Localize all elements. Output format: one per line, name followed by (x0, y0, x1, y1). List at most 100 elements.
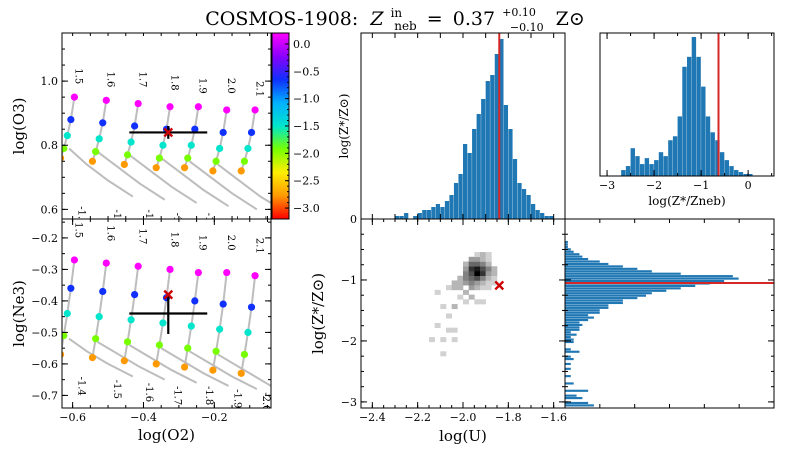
histogram-bar (413, 216, 418, 219)
colorbar-tick-label: −2.0 (293, 147, 320, 160)
heatmap-cell (485, 256, 492, 262)
histogram-bar (565, 314, 589, 317)
histogram-bar (565, 306, 609, 309)
model-point (187, 322, 195, 330)
model-point (99, 287, 107, 296)
heatmap-cell (457, 280, 464, 286)
model-point (127, 138, 135, 146)
heatmap-cell (463, 261, 469, 267)
heatmap-cell (463, 266, 469, 272)
heatmap-cell (446, 327, 452, 333)
y-axis-label: log(O3) (10, 98, 28, 155)
heatmap-cell (451, 280, 458, 286)
best-fit-marker (494, 280, 505, 291)
title-unit: Z⊙ (556, 8, 585, 30)
histogram-bar (503, 105, 509, 219)
heatmap-cell (440, 337, 447, 343)
y-tick-label: −2 (341, 335, 357, 348)
model-track-line (240, 275, 257, 374)
histogram-bar (404, 213, 409, 219)
histogram-bar (531, 204, 536, 219)
histogram-bar (399, 216, 404, 219)
histogram-bar (476, 114, 481, 219)
logu-histogram-panel (360, 32, 566, 220)
heatmap-cell (463, 289, 469, 295)
histogram-bar (565, 382, 574, 385)
model-grid-line (128, 344, 198, 384)
colorbar-tick-label: 0.0 (293, 38, 311, 51)
y-tick-label: 0 (350, 213, 357, 226)
title-z-sub: neb (394, 19, 417, 33)
heatmap-cell (485, 280, 492, 286)
histogram-bar (526, 195, 531, 219)
model-point (62, 154, 65, 162)
colorbar-tick-label: −3.0 (293, 202, 320, 215)
heatmap-cell (480, 270, 486, 276)
heatmap-cell (474, 275, 481, 281)
grid-age-label: 1.9 (197, 235, 208, 251)
heatmap-cell (480, 280, 486, 286)
x-tick-label: 0 (745, 179, 752, 192)
histogram-bar (565, 367, 571, 370)
model-point (67, 115, 75, 124)
histogram-bar (565, 297, 638, 300)
colorbar-tick-label: −0.5 (293, 65, 320, 78)
histogram-bar (458, 174, 463, 219)
y-tick-label: −3 (341, 396, 357, 409)
heatmap-cell (451, 327, 458, 333)
axes-frame (360, 218, 566, 409)
model-point (247, 303, 256, 311)
heatmap-cell (474, 299, 481, 305)
model-point (194, 268, 202, 277)
histogram-bar (565, 277, 739, 280)
histogram-bar (449, 195, 454, 219)
model-point (212, 347, 220, 355)
heatmap-cell (468, 285, 475, 291)
histogram-bar (565, 404, 594, 407)
heatmap-cell (491, 275, 498, 281)
model-point (240, 350, 249, 359)
model-point (216, 325, 224, 333)
model-point (120, 357, 128, 365)
model-point (219, 300, 227, 308)
model-point (184, 154, 192, 162)
axes-frame (599, 32, 775, 177)
heatmap-cell (485, 252, 492, 258)
x-tick-label: −1.8 (495, 411, 522, 424)
heatmap-cell (485, 285, 492, 291)
heatmap-cell (468, 266, 475, 272)
histogram-bar (719, 152, 725, 176)
heatmap-cell (440, 304, 447, 310)
heatmap-cell (480, 299, 486, 305)
model-point (244, 144, 252, 153)
model-point (95, 135, 103, 143)
histogram-bar (565, 240, 568, 244)
heatmap-cell (485, 275, 492, 281)
model-point (131, 122, 139, 130)
model-point (127, 316, 135, 324)
x-tick-label: −0.2 (201, 411, 228, 424)
y-tick-label: −0.3 (31, 263, 58, 276)
histogram-bar (565, 358, 574, 361)
logz-histogram-panel (564, 218, 775, 409)
histogram-bar (490, 75, 495, 219)
histogram-bar (743, 174, 748, 176)
model-grid-line (96, 150, 166, 201)
heatmap-cell (491, 266, 498, 272)
y-axis-label: log(Z*/Z⊙) (309, 273, 327, 354)
x-axis-label: log(U) (439, 427, 487, 445)
colorbar-tick-label: −1.0 (293, 93, 320, 106)
model-point (237, 167, 245, 175)
heatmap-cell (474, 285, 481, 291)
model-point (70, 93, 78, 101)
title-err-minus: −0.10 (510, 21, 544, 34)
title-value: 0.37 (453, 8, 495, 30)
figure-title: COSMOS-1908: Z in neb = 0.37 +0.10 −0.10… (205, 0, 585, 36)
heatmap-cell (480, 261, 486, 267)
histogram-bar (630, 148, 635, 176)
histogram-bar (467, 153, 472, 219)
heatmap-cell (474, 270, 481, 276)
model-grid-line (128, 154, 198, 204)
grid-age-label: 2.0 (225, 235, 236, 251)
model-point (88, 157, 97, 165)
